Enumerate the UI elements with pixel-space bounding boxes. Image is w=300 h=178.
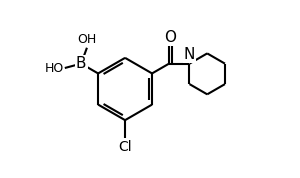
Text: B: B [76,56,86,71]
Text: HO: HO [45,62,64,75]
Text: OH: OH [77,33,97,46]
Text: O: O [164,30,176,45]
Text: Cl: Cl [118,140,132,154]
Text: N: N [184,47,195,62]
